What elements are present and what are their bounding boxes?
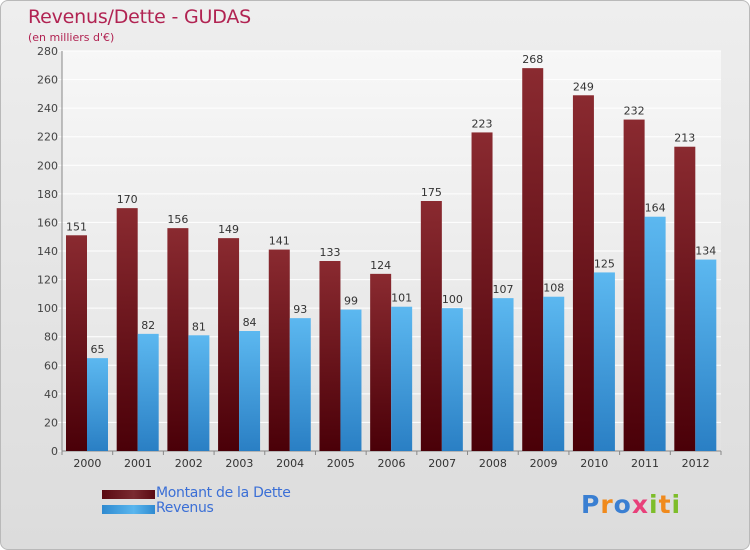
bar-revenus-2010 bbox=[593, 272, 615, 451]
y-tick-label: 0 bbox=[51, 445, 58, 458]
data-label-dette: 156 bbox=[167, 213, 188, 226]
data-label-dette: 175 bbox=[421, 186, 442, 199]
y-tick-label: 80 bbox=[44, 331, 58, 344]
y-tick-label: 220 bbox=[37, 131, 58, 144]
data-label-dette: 268 bbox=[522, 53, 543, 66]
bar-dette-2005 bbox=[319, 261, 341, 451]
x-tick-label: 2012 bbox=[682, 457, 710, 470]
y-tick-label: 160 bbox=[37, 216, 58, 229]
data-label-dette: 213 bbox=[674, 132, 695, 145]
y-tick-label: 280 bbox=[37, 45, 58, 58]
x-tick-label: 2011 bbox=[631, 457, 659, 470]
data-label-dette: 170 bbox=[117, 193, 138, 206]
bar-dette-2003 bbox=[218, 238, 240, 451]
bar-revenus-2005 bbox=[340, 309, 362, 451]
bar-revenus-2007 bbox=[441, 308, 463, 451]
data-label-dette: 223 bbox=[472, 117, 493, 130]
x-tick-label: 2007 bbox=[428, 457, 456, 470]
data-label-dette: 151 bbox=[66, 220, 87, 233]
y-tick-label: 60 bbox=[44, 359, 58, 372]
y-tick-label: 200 bbox=[37, 159, 58, 172]
legend-swatch-dette bbox=[102, 490, 155, 499]
data-label-dette: 133 bbox=[319, 246, 340, 259]
data-label-revenus: 100 bbox=[442, 293, 463, 306]
bar-revenus-2012 bbox=[695, 259, 717, 451]
bar-dette-2000 bbox=[66, 235, 87, 451]
legend-label-revenus: Revenus bbox=[156, 500, 214, 516]
x-tick-label: 2009 bbox=[530, 457, 558, 470]
x-tick-label: 2002 bbox=[175, 457, 203, 470]
y-tick-label: 180 bbox=[37, 188, 58, 201]
bar-dette-2011 bbox=[623, 119, 645, 452]
bar-revenus-2003 bbox=[239, 331, 261, 451]
data-label-revenus: 125 bbox=[594, 257, 615, 270]
data-label-revenus: 107 bbox=[493, 283, 514, 296]
bar-dette-2008 bbox=[471, 132, 493, 451]
data-label-dette: 249 bbox=[573, 80, 594, 93]
legend-label-dette: Montant de la Dette bbox=[156, 485, 291, 501]
data-label-revenus: 84 bbox=[243, 316, 257, 329]
bar-revenus-2004 bbox=[289, 318, 311, 451]
y-tick-label: 20 bbox=[44, 416, 58, 429]
data-label-revenus: 99 bbox=[344, 295, 358, 308]
data-label-dette: 232 bbox=[624, 105, 645, 118]
bar-revenus-2002 bbox=[188, 335, 210, 451]
bar-revenus-2011 bbox=[644, 216, 666, 451]
bar-dette-2004 bbox=[268, 249, 290, 451]
data-label-dette: 124 bbox=[370, 259, 391, 272]
bar-revenus-2009 bbox=[543, 296, 565, 451]
data-label-revenus: 164 bbox=[645, 202, 666, 215]
bar-dette-2006 bbox=[370, 273, 392, 451]
data-label-dette: 149 bbox=[218, 223, 239, 236]
bar-revenus-2006 bbox=[391, 306, 413, 451]
data-label-revenus: 134 bbox=[695, 245, 716, 258]
y-tick-label: 120 bbox=[37, 274, 58, 287]
x-tick-label: 2001 bbox=[124, 457, 152, 470]
bar-revenus-2000 bbox=[87, 358, 108, 451]
x-tick-label: 2008 bbox=[479, 457, 507, 470]
y-tick-label: 260 bbox=[37, 74, 58, 87]
data-label-revenus: 93 bbox=[293, 303, 307, 316]
x-tick-label: 2000 bbox=[73, 457, 101, 470]
y-tick-label: 40 bbox=[44, 388, 58, 401]
x-tick-label: 2006 bbox=[378, 457, 406, 470]
chart-title: Revenus/Dette - GUDAS bbox=[28, 6, 251, 28]
data-label-revenus: 82 bbox=[141, 319, 155, 332]
data-label-dette: 141 bbox=[269, 235, 290, 248]
bar-dette-2001 bbox=[116, 208, 138, 451]
proxiti-logo: Proxiti bbox=[581, 490, 682, 519]
x-tick-label: 2003 bbox=[225, 457, 253, 470]
bar-revenus-2001 bbox=[137, 333, 159, 451]
bar-dette-2002 bbox=[167, 228, 189, 451]
chart-subtitle: (en milliers d'€) bbox=[28, 31, 115, 44]
x-tick-label: 2004 bbox=[276, 457, 304, 470]
data-label-revenus: 101 bbox=[391, 292, 412, 305]
bar-dette-2007 bbox=[420, 201, 442, 451]
bar-revenus-2008 bbox=[492, 298, 514, 451]
y-tick-label: 140 bbox=[37, 245, 58, 258]
data-label-revenus: 65 bbox=[91, 343, 105, 356]
data-label-revenus: 81 bbox=[192, 320, 206, 333]
x-tick-label: 2010 bbox=[580, 457, 608, 470]
y-tick-label: 240 bbox=[37, 102, 58, 115]
data-label-revenus: 108 bbox=[543, 282, 564, 295]
y-tick-label: 100 bbox=[37, 302, 58, 315]
bar-dette-2010 bbox=[572, 95, 594, 452]
bar-dette-2012 bbox=[674, 146, 696, 451]
bar-dette-2009 bbox=[522, 68, 544, 452]
x-tick-label: 2005 bbox=[327, 457, 355, 470]
legend-swatch-revenus bbox=[102, 505, 155, 514]
